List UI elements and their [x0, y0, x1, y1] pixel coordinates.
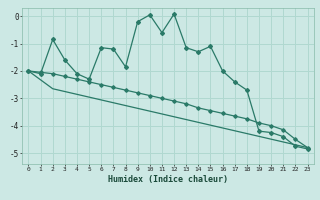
X-axis label: Humidex (Indice chaleur): Humidex (Indice chaleur)	[108, 175, 228, 184]
